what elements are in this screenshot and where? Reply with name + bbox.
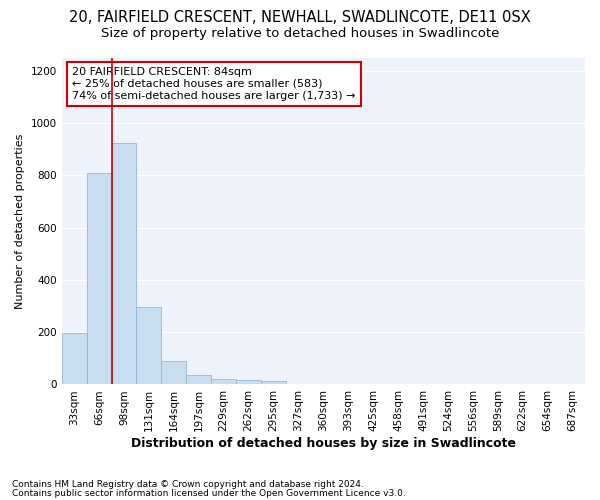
Bar	[62, 334, 86, 384]
X-axis label: Distribution of detached houses by size in Swadlincote: Distribution of detached houses by size …	[131, 437, 516, 450]
Bar	[236, 380, 261, 384]
Bar	[161, 361, 186, 384]
Text: Size of property relative to detached houses in Swadlincote: Size of property relative to detached ho…	[101, 28, 499, 40]
Bar	[112, 142, 136, 384]
Text: 20, FAIRFIELD CRESCENT, NEWHALL, SWADLINCOTE, DE11 0SX: 20, FAIRFIELD CRESCENT, NEWHALL, SWADLIN…	[69, 10, 531, 25]
Bar	[86, 172, 112, 384]
Text: Contains HM Land Registry data © Crown copyright and database right 2024.: Contains HM Land Registry data © Crown c…	[12, 480, 364, 489]
Bar	[136, 308, 161, 384]
Text: 20 FAIRFIELD CRESCENT: 84sqm
← 25% of detached houses are smaller (583)
74% of s: 20 FAIRFIELD CRESCENT: 84sqm ← 25% of de…	[72, 68, 356, 100]
Y-axis label: Number of detached properties: Number of detached properties	[15, 134, 25, 308]
Bar	[186, 375, 211, 384]
Bar	[211, 378, 236, 384]
Text: Contains public sector information licensed under the Open Government Licence v3: Contains public sector information licen…	[12, 488, 406, 498]
Bar	[261, 382, 286, 384]
